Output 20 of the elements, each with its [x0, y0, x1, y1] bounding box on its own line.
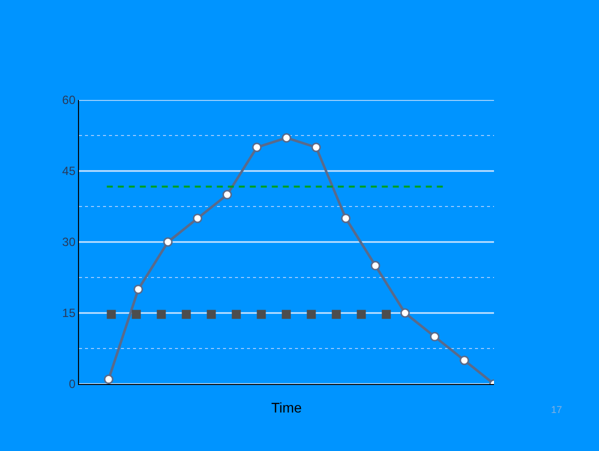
- point: [341, 214, 351, 224]
- point: [400, 308, 410, 318]
- y-tick-label: 30: [62, 235, 76, 250]
- point: [282, 133, 292, 143]
- point: [460, 356, 470, 366]
- y-tick-label: 60: [62, 93, 76, 108]
- y-tick-label: 15: [62, 306, 76, 320]
- point: [222, 190, 232, 200]
- point: [134, 284, 144, 294]
- point: [430, 332, 440, 342]
- y-tick-label: 0: [68, 377, 76, 392]
- point: [163, 237, 173, 247]
- text: 17: [551, 405, 563, 416]
- x-axis-title: Time: [271, 399, 302, 416]
- point: [370, 260, 380, 270]
- y-tick-label: 45: [62, 164, 76, 178]
- point: [104, 374, 114, 384]
- point: [252, 142, 262, 152]
- point: [311, 142, 321, 152]
- point: [192, 214, 202, 224]
